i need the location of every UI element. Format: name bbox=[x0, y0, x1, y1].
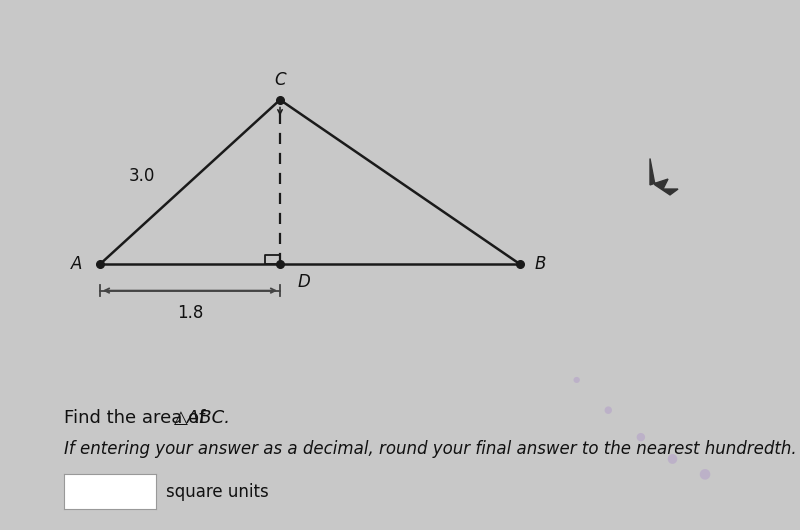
Text: 3.0: 3.0 bbox=[129, 167, 155, 185]
Text: square units: square units bbox=[166, 483, 268, 500]
Text: △ABC.: △ABC. bbox=[174, 409, 231, 427]
Text: 1.8: 1.8 bbox=[177, 304, 203, 322]
Polygon shape bbox=[650, 158, 678, 195]
Text: ●: ● bbox=[572, 375, 580, 384]
Text: If entering your answer as a decimal, round your final answer to the nearest hun: If entering your answer as a decimal, ro… bbox=[64, 440, 797, 458]
Text: Find the area of: Find the area of bbox=[64, 409, 211, 427]
Text: A: A bbox=[70, 255, 82, 273]
Text: ●: ● bbox=[698, 466, 710, 480]
Text: B: B bbox=[535, 255, 546, 273]
Text: ●: ● bbox=[604, 405, 612, 416]
Text: D: D bbox=[298, 273, 310, 291]
Text: ●: ● bbox=[635, 432, 645, 442]
Text: C: C bbox=[274, 71, 286, 89]
Text: ●: ● bbox=[666, 451, 678, 464]
